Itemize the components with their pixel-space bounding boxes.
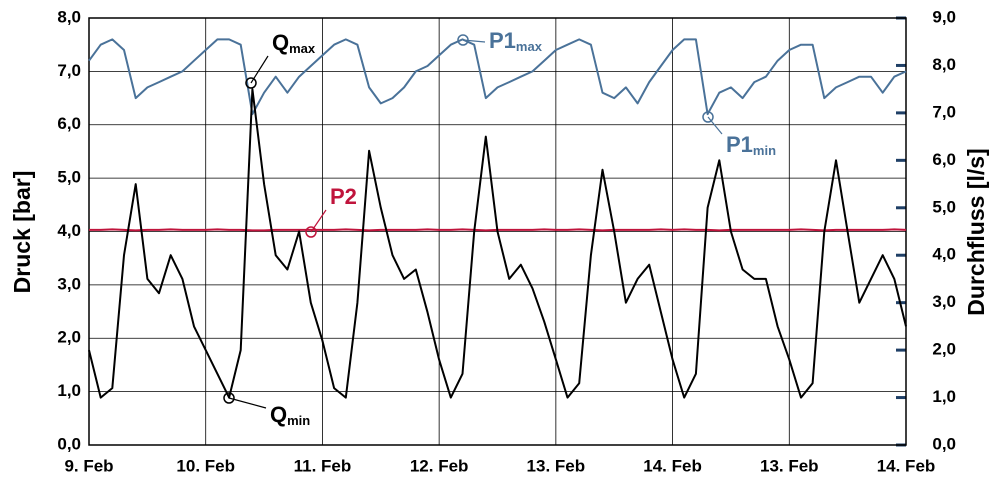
y2-tick-label: 8,0: [932, 55, 956, 74]
annotation-label: Qmin: [270, 402, 310, 429]
y2-tick-label: 7,0: [932, 102, 956, 121]
y2-tick-label: 2,0: [932, 340, 956, 359]
annotation-text: P1: [726, 132, 753, 157]
annotation-sub: min: [753, 143, 776, 158]
y-tick-label: 6,0: [57, 114, 81, 133]
annotation-sub: max: [289, 41, 316, 56]
annotation-text: Q: [272, 30, 289, 55]
x-tick-label: 13. Feb: [760, 456, 819, 475]
annotation-leader: [228, 397, 267, 409]
y-tick-label: 2,0: [57, 328, 81, 347]
y-tick-label: 5,0: [57, 168, 81, 187]
y2-tick-label: 6,0: [932, 150, 956, 169]
y2-tick-label: 0,0: [932, 434, 956, 453]
y-tick-label: 1,0: [57, 381, 81, 400]
annotation-sub: max: [516, 39, 543, 54]
y-tick-label: 7,0: [57, 61, 81, 80]
annotation-marker: [305, 226, 317, 238]
y2-tick-label: 5,0: [932, 197, 956, 216]
y-axis-title: Druck [bar]: [9, 171, 35, 294]
annotation-sub: min: [287, 413, 310, 428]
y-tick-label: 3,0: [57, 274, 81, 293]
annotation-text: Q: [270, 402, 287, 427]
annotation-marker: [702, 111, 714, 123]
x-tick-label: 11. Feb: [294, 456, 352, 475]
annotation-label: P2: [330, 184, 357, 209]
annotation-label: P1max: [489, 28, 543, 55]
annotation-leader: [462, 39, 486, 43]
x-tick-label: 14. Feb: [877, 456, 936, 475]
y2-tick-label: 4,0: [932, 245, 956, 264]
annotation-marker: [245, 77, 257, 89]
annotation-leader: [310, 209, 327, 233]
annotation-marker: [223, 392, 235, 404]
y-tick-label: 8,0: [57, 7, 81, 26]
y2-axis-title: Durchfluss [l/s]: [963, 148, 989, 315]
x-tick-label: 14. Feb: [643, 456, 702, 475]
x-tick-label: 13. Feb: [527, 456, 586, 475]
y-tick-label: 4,0: [57, 221, 81, 240]
y2-tick-label: 9,0: [932, 7, 956, 26]
series-line: [88, 88, 907, 399]
annotation-text: P1: [489, 28, 516, 53]
x-tick-label: 10. Feb: [176, 456, 235, 475]
y2-tick-label: 3,0: [932, 292, 956, 311]
annotation-leader: [707, 116, 723, 135]
x-tick-label: 12. Feb: [410, 456, 469, 475]
annotation-text: P2: [330, 184, 357, 209]
plot-frame: [88, 17, 907, 446]
series-line: [88, 38, 907, 116]
annotation-label: P1min: [726, 132, 776, 159]
annotation-label: Qmax: [272, 30, 316, 57]
y2-tick-label: 1,0: [932, 387, 956, 406]
x-tick-label: 9. Feb: [64, 456, 113, 475]
annotation-marker: [457, 34, 469, 46]
y-tick-label: 0,0: [57, 434, 81, 453]
